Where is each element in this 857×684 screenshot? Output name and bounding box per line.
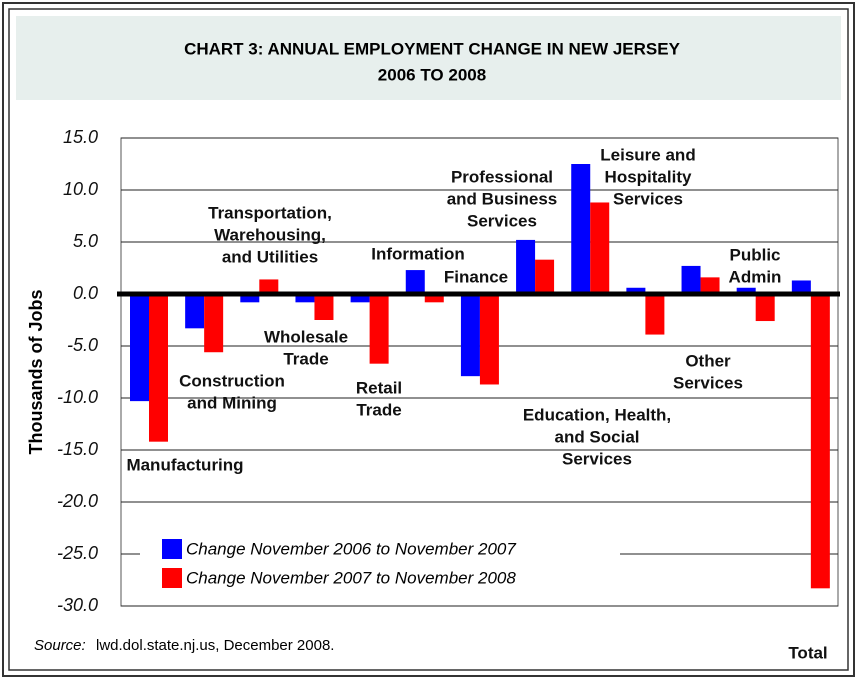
bar: [700, 277, 720, 294]
y-tick-label: 10.0: [63, 179, 98, 199]
bar: [535, 259, 555, 294]
y-tick-label: -5.0: [67, 335, 98, 355]
y-tick-label: -25.0: [57, 543, 98, 563]
category-label: and Mining: [187, 393, 277, 412]
y-tick-label: 15.0: [63, 127, 98, 147]
legend-swatch: [162, 568, 182, 588]
bar: [185, 294, 205, 329]
bar: [149, 294, 168, 442]
category-label: Other: [685, 351, 731, 370]
category-label: Trade: [356, 400, 401, 419]
category-label: Finance: [444, 267, 508, 286]
bar: [204, 294, 224, 353]
category-label: Hospitality: [605, 167, 692, 186]
chart-title: 2006 TO 2008: [378, 65, 486, 84]
category-label: Services: [613, 189, 683, 208]
source-text: lwd.dol.state.nj.us, December 2008.: [96, 637, 334, 654]
y-axis-title: Thousands of Jobs: [26, 289, 46, 454]
bar: [810, 294, 830, 589]
category-label: Retail: [356, 378, 402, 397]
category-label: Total: [788, 643, 827, 662]
bar: [590, 202, 610, 294]
y-tick-label: -20.0: [57, 491, 98, 511]
y-tick-label: -30.0: [57, 595, 98, 615]
legend-box: [140, 536, 620, 594]
category-label: Information: [371, 244, 465, 263]
bar: [460, 294, 480, 377]
legend-swatch: [162, 539, 182, 559]
category-label: Construction: [179, 371, 285, 390]
bar: [295, 294, 315, 303]
bar: [350, 294, 370, 303]
category-label: Admin: [729, 267, 782, 286]
legend-label: Change November 2007 to November 2008: [186, 568, 516, 587]
category-label: Education, Health,: [523, 405, 671, 424]
bar: [516, 239, 536, 294]
category-label: Public: [729, 245, 780, 264]
bar: [479, 294, 499, 385]
category-label: and Business: [447, 189, 558, 208]
bar: [791, 280, 811, 294]
bar: [405, 270, 425, 294]
category-label: Transportation,: [208, 203, 332, 222]
category-label: Services: [673, 373, 743, 392]
legend-label: Change November 2006 to November 2007: [186, 539, 516, 558]
source-label: Source:: [34, 637, 86, 654]
category-label: and Utilities: [222, 247, 318, 266]
category-label: Professional: [451, 167, 553, 186]
bar: [645, 294, 665, 335]
category-label: Manufacturing: [126, 455, 243, 474]
category-label: Services: [562, 449, 632, 468]
y-tick-label: 5.0: [73, 231, 98, 251]
category-label: Wholesale: [264, 327, 348, 346]
bar: [736, 287, 756, 294]
header-band: [16, 16, 841, 100]
category-label: and Social: [554, 427, 639, 446]
y-tick-label: 0.0: [73, 283, 98, 303]
bar: [314, 294, 334, 320]
category-label: Services: [467, 211, 537, 230]
bar: [571, 164, 591, 294]
y-tick-label: -10.0: [57, 387, 98, 407]
bar: [130, 294, 149, 402]
y-tick-label: -15.0: [57, 439, 98, 459]
bar: [369, 294, 389, 364]
bar: [755, 294, 775, 322]
bar: [626, 287, 646, 294]
bar: [681, 265, 701, 294]
inner-frame: [8, 8, 849, 671]
bar: [424, 294, 444, 303]
category-label: Leisure and: [600, 145, 695, 164]
chart-title: CHART 3: ANNUAL EMPLOYMENT CHANGE IN NEW…: [184, 39, 681, 58]
bar: [259, 279, 279, 294]
bar: [240, 294, 260, 303]
category-label: Warehousing,: [214, 225, 326, 244]
category-label: Trade: [283, 349, 328, 368]
